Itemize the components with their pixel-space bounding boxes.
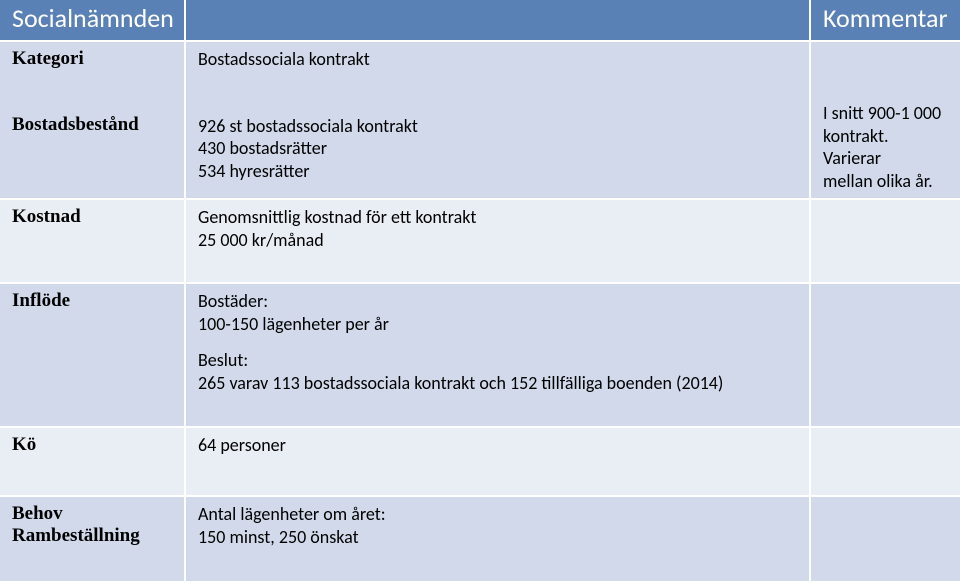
row-kostnad-label: Kostnad	[0, 199, 185, 283]
row-behov-comment	[810, 496, 960, 582]
row-ko: Kö 64 personer	[0, 427, 960, 496]
row-behov-label: Behov Rambeställning	[0, 496, 185, 582]
kostnad-body-l2: 25 000 kr/månad	[198, 229, 799, 252]
row-inflode: Inflöde Bostäder: 100-150 lägenheter per…	[0, 283, 960, 427]
row-ko-label: Kö	[0, 427, 185, 496]
bstand-body-l3: 534 hyresrätter	[198, 160, 799, 183]
bstand-body-l1: 926 st bostadssociala kontrakt	[198, 115, 799, 138]
row-inflode-body: Bostäder: 100-150 lägenheter per år Besl…	[185, 283, 810, 427]
row-kostnad-body: Genomsnittlig kostnad för ett kontrakt 2…	[185, 199, 810, 283]
header-col1: Socialnämnden	[0, 0, 185, 41]
row-inflode-label: Inflöde	[0, 283, 185, 427]
row-ko-body: 64 personer	[185, 427, 810, 496]
ko-body: 64 personer	[198, 434, 799, 457]
bstand-body-l2: 430 bostadsrätter	[198, 137, 799, 160]
row-ko-comment	[810, 427, 960, 496]
row-inflode-comment	[810, 283, 960, 427]
bstand-comment-l3: mellan olika år.	[823, 170, 950, 193]
row-kostnad-comment	[810, 199, 960, 283]
label-bostadsbestand: Bostadsbestånd	[12, 114, 174, 136]
inflode-l2: 265 varav 113 bostadssociala kontrakt oc…	[198, 372, 799, 395]
bstand-comment-l1: I snitt 900-1 000	[823, 102, 950, 125]
row-behov-body: Antal lägenheter om året: 150 minst, 250…	[185, 496, 810, 582]
table-header-row: Socialnämnden Kommentar	[0, 0, 960, 41]
row-behov: Behov Rambeställning Antal lägenheter om…	[0, 496, 960, 582]
kostnad-body-l1: Genomsnittlig kostnad för ett kontrakt	[198, 206, 799, 229]
inflode-l1: 100-150 lägenheter per år	[198, 313, 799, 336]
label-kategori: Kategori	[12, 48, 174, 70]
bstand-body-top: Bostadssociala kontrakt	[198, 48, 799, 71]
label-behov-l1: Behov	[12, 503, 174, 525]
inflode-head1: Bostäder:	[198, 290, 799, 313]
label-ko: Kö	[12, 434, 174, 456]
data-table: Socialnämnden Kommentar Kategori Bostads…	[0, 0, 960, 583]
header-col2	[185, 0, 810, 41]
behov-l1: Antal lägenheter om året:	[198, 503, 799, 526]
label-behov-l2: Rambeställning	[12, 525, 174, 547]
label-inflode: Inflöde	[12, 290, 174, 312]
bstand-comment-l2: kontrakt. Varierar	[823, 125, 950, 170]
row-bostadsbestand-body: Bostadssociala kontrakt 926 st bostadsso…	[185, 41, 810, 199]
inflode-head2: Beslut:	[198, 349, 799, 372]
behov-l2: 150 minst, 250 önskat	[198, 526, 799, 549]
header-col3: Kommentar	[810, 0, 960, 41]
row-bostadsbestand-comment: I snitt 900-1 000 kontrakt. Varierar mel…	[810, 41, 960, 199]
label-kostnad: Kostnad	[12, 206, 174, 228]
row-bostadsbestand-label: Kategori Bostadsbestånd	[0, 41, 185, 199]
row-bostadsbestand: Kategori Bostadsbestånd Bostadssociala k…	[0, 41, 960, 199]
row-kostnad: Kostnad Genomsnittlig kostnad för ett ko…	[0, 199, 960, 283]
